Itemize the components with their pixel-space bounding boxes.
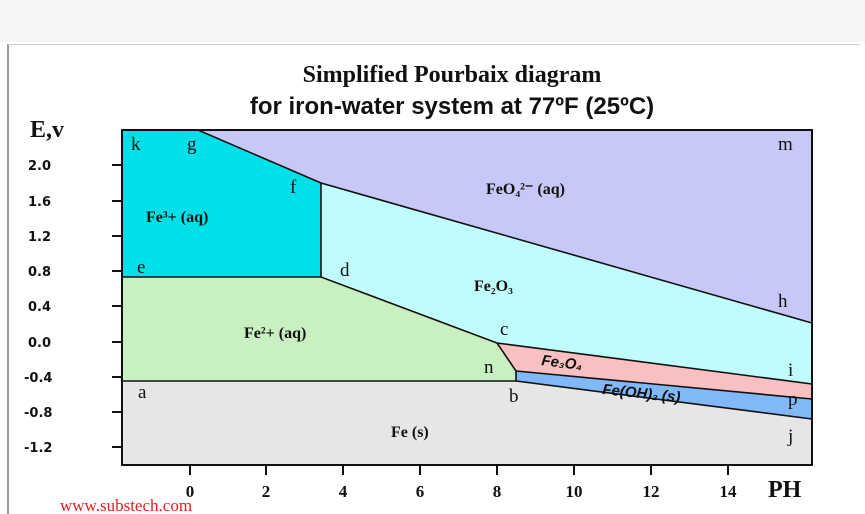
y-axis-label: E,v <box>30 117 64 143</box>
point-label-c: c <box>500 319 508 340</box>
y-tick-label: -0.8 <box>24 406 52 421</box>
y-tick-label: -0.4 <box>24 371 52 386</box>
point-label-d: d <box>340 260 350 281</box>
plot-regions <box>122 130 812 465</box>
point-label-g: g <box>187 134 197 155</box>
point-label-k: k <box>131 134 141 155</box>
x-axis-label: PH <box>768 477 802 503</box>
point-label-h: h <box>778 291 788 312</box>
point-label-b: b <box>509 386 519 407</box>
region-label-fe2o3: Fe₂O₃ <box>474 278 513 295</box>
region-fe3o4 <box>497 343 812 399</box>
region-feo4 <box>198 130 812 323</box>
y-tick-label: -1.2 <box>24 441 52 456</box>
point-label-n: n <box>484 357 494 378</box>
region-label-fe2: Fe²+ (aq) <box>244 325 306 342</box>
x-tick-label: 14 <box>720 482 738 501</box>
point-label-e: e <box>137 257 145 278</box>
region-fe3-aq <box>122 130 321 277</box>
region-fe2-aq <box>122 277 516 381</box>
y-tick-label: 0.0 <box>28 336 51 351</box>
x-tick-label: 10 <box>566 482 583 501</box>
boundary-lines <box>122 129 813 420</box>
region-label-feo4: FeO₄²⁻ (aq) <box>486 181 565 198</box>
point-label-a: a <box>138 382 147 403</box>
region-label-fe3: Fe³+ (aq) <box>146 209 208 226</box>
y-tick-label: 1.6 <box>28 195 51 210</box>
region-feoh2 <box>516 371 812 419</box>
region-label-fe3o4: Fe₃O₄ <box>541 352 584 374</box>
point-label-i: i <box>788 360 793 381</box>
x-axis: 0 2 4 6 8 10 12 14 <box>186 465 737 501</box>
x-tick-label: 2 <box>262 482 271 501</box>
x-tick-label: 6 <box>416 482 425 501</box>
diagram-title-line1: Simplified Pourbaix diagram <box>303 62 602 88</box>
x-tick-label: 8 <box>493 482 502 501</box>
region-fe <box>122 381 812 465</box>
x-tick-label: 0 <box>186 482 195 501</box>
x-tick-label: 4 <box>339 482 348 501</box>
region-label-fe: Fe (s) <box>391 424 429 441</box>
point-label-j: j <box>787 426 793 447</box>
y-axis: 2.0 1.6 1.2 0.8 0.4 0.0 -0.4 -0.8 -1.2 <box>24 159 122 456</box>
diagram-title-line2: for iron-water system at 77ºF (25ºC) <box>250 93 654 120</box>
point-labels: k g m f e d h c n i a b p j <box>131 134 798 447</box>
point-label-p: p <box>788 389 798 410</box>
point-label-m: m <box>778 134 793 155</box>
top-bar <box>0 0 865 42</box>
source-url: www.substech.com <box>60 496 192 513</box>
y-tick-label: 1.2 <box>28 230 51 245</box>
region-fe2o3 <box>321 183 812 384</box>
y-tick-label: 0.8 <box>28 265 51 280</box>
plot-frame <box>121 129 813 466</box>
x-tick-label: 12 <box>643 482 660 501</box>
y-tick-label: 2.0 <box>28 159 51 174</box>
y-tick-label: 0.4 <box>28 300 51 315</box>
point-label-f: f <box>290 177 297 198</box>
